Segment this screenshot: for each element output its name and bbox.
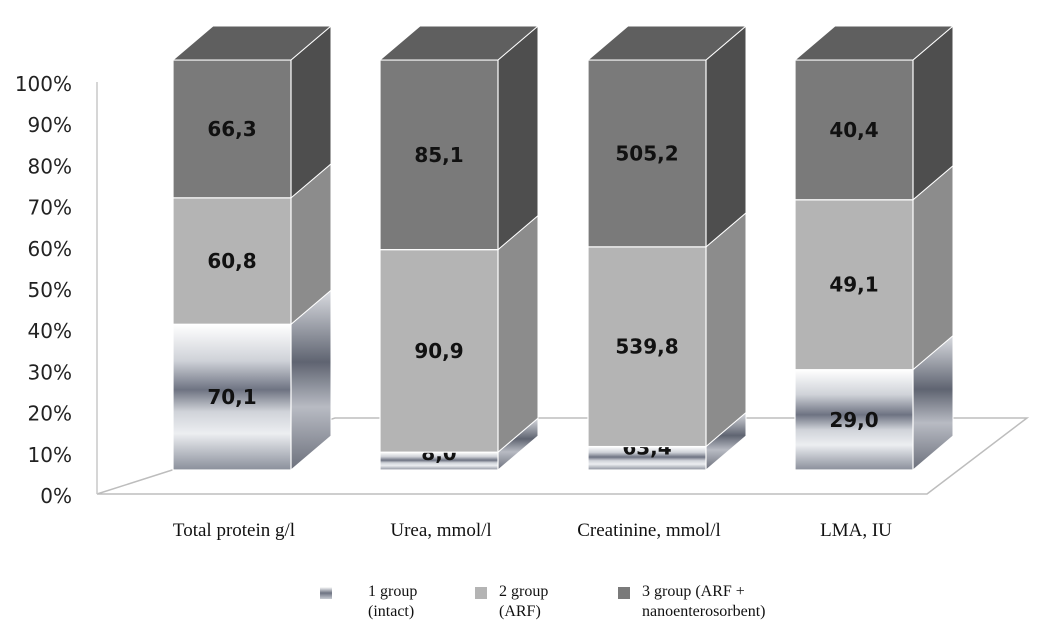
data-label: 90,9	[414, 339, 463, 363]
data-label: 29,0	[829, 408, 878, 432]
bar-front	[794, 199, 914, 371]
bar-front	[172, 197, 292, 325]
data-label: 539,8	[615, 335, 678, 359]
y-tick-label: 0%	[40, 484, 72, 508]
bar-top	[793, 25, 955, 61]
legend-swatch	[475, 587, 487, 599]
bar-side	[912, 164, 954, 371]
data-label: 40,4	[829, 118, 878, 142]
bar-segment: 539,8	[587, 211, 747, 448]
legend-label: 2 group (ARF)	[499, 583, 549, 620]
y-tick-label: 40%	[28, 319, 72, 343]
bar-side	[705, 24, 747, 248]
legend-label: 1 group (intact)	[368, 583, 418, 620]
bar-segment: 60,8	[172, 162, 332, 326]
bar-segment: 85,1	[378, 24, 540, 251]
legend-item-group-2: 2 group (ARF)	[475, 582, 548, 622]
bar-front	[587, 246, 707, 448]
bar-front	[379, 249, 499, 453]
bar-segment: 49,1	[794, 164, 954, 371]
category-label: Urea, mmol/l	[390, 520, 491, 541]
y-axis: 0% 10% 20% 30% 40% 50% 60% 70% 80% 90% 100%	[15, 72, 72, 508]
bar-segment: 40,4	[793, 24, 955, 201]
y-tick-label: 90%	[28, 113, 72, 137]
y-tick-label: 10%	[28, 443, 72, 467]
bar-front	[379, 59, 499, 251]
bar-segment: 505,2	[586, 24, 748, 248]
data-label: 505,2	[615, 141, 678, 165]
y-tick-label: 30%	[28, 360, 72, 384]
legend-swatch	[618, 587, 630, 599]
category-label: Total protein g/l	[173, 520, 295, 541]
bar-top	[586, 25, 748, 61]
legend-label: 3 group (ARF + nanoenterosorbent)	[642, 583, 766, 620]
category-label: LMA, IU	[820, 520, 892, 541]
legend-item-group-3: 3 group (ARF + nanoenterosorbent)	[618, 582, 766, 622]
legend-item-group-1: 1 group (intact)	[320, 582, 417, 622]
bar-front	[794, 369, 914, 471]
legend: 1 group (intact) 2 group (ARF) 3 group (…	[300, 582, 1000, 632]
bar-front	[794, 59, 914, 201]
category-label: Creatinine, mmol/l	[577, 520, 721, 541]
y-tick-label: 50%	[28, 278, 72, 302]
bar-segment: 29,0	[794, 334, 954, 472]
bars: 70,160,866,38,090,985,163,4539,8505,229,…	[171, 24, 955, 472]
y-tick-label: 80%	[28, 154, 72, 178]
bar-segment: 70,1	[172, 289, 332, 472]
category-labels: Total protein g/l Urea, mmol/l Creatinine,…	[173, 520, 892, 541]
legend-swatch	[320, 587, 332, 599]
data-label: 60,8	[207, 249, 256, 273]
bar-side	[705, 211, 747, 448]
stacked-bar-chart: 0% 10% 20% 30% 40% 50% 60% 70% 80% 90% 100% 70,1 60…	[15, 24, 1030, 541]
bar-top	[378, 25, 540, 61]
bar-front	[172, 59, 292, 199]
bar-segment: 66,3	[171, 24, 333, 199]
y-tick-label: 100%	[15, 72, 72, 96]
bar-segment: 90,9	[379, 214, 539, 454]
y-tick-label: 70%	[28, 196, 72, 220]
bar-top	[171, 25, 333, 61]
data-label: 49,1	[829, 273, 878, 297]
y-tick-label: 20%	[28, 402, 72, 426]
data-label: 66,3	[207, 117, 256, 141]
data-label: 85,1	[414, 143, 463, 167]
bar-side	[497, 24, 539, 251]
bar-side	[497, 214, 539, 454]
y-tick-label: 60%	[28, 237, 72, 261]
bar-front	[587, 59, 707, 248]
data-label: 70,1	[207, 385, 256, 409]
